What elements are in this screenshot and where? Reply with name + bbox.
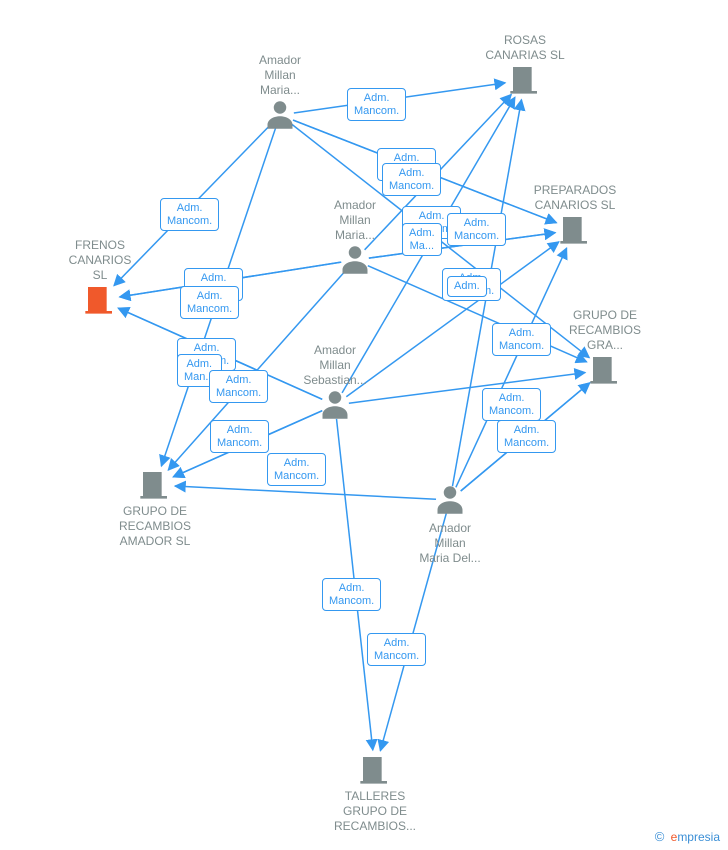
person-icon <box>400 483 500 521</box>
node-label: Amador Millan Maria... <box>305 198 405 243</box>
building-icon <box>475 63 575 99</box>
node-label: ROSAS CANARIAS SL <box>475 33 575 63</box>
company-node[interactable]: ROSAS CANARIAS SL <box>475 33 575 99</box>
person-node[interactable]: Amador Millan Sebastian... <box>285 343 385 426</box>
node-label: Amador Millan Maria Del... <box>400 521 500 566</box>
person-node[interactable]: Amador Millan Maria Del... <box>400 483 500 566</box>
company-node[interactable]: GRUPO DE RECAMBIOS GRA... <box>555 308 655 389</box>
node-label: FRENOS CANARIOS SL <box>50 238 150 283</box>
person-icon <box>285 388 385 426</box>
person-node[interactable]: Amador Millan Maria... <box>230 53 330 136</box>
network-diagram: Amador Millan Maria... Amador Millan Mari… <box>0 0 728 850</box>
person-node[interactable]: Amador Millan Maria... <box>305 198 405 281</box>
building-icon <box>555 353 655 389</box>
node-label: PREPARADOS CANARIOS SL <box>525 183 625 213</box>
node-label: GRUPO DE RECAMBIOS GRA... <box>555 308 655 353</box>
company-node[interactable]: TALLERES GRUPO DE RECAMBIOS... <box>325 753 425 834</box>
building-icon <box>50 283 150 319</box>
node-label: Amador Millan Sebastian... <box>285 343 385 388</box>
node-label: Amador Millan Maria... <box>230 53 330 98</box>
company-node[interactable]: GRUPO DE RECAMBIOS AMADOR SL <box>105 468 205 549</box>
person-icon <box>230 98 330 136</box>
node-label: TALLERES GRUPO DE RECAMBIOS... <box>325 789 425 834</box>
nodes-layer: Amador Millan Maria... Amador Millan Mari… <box>0 0 728 850</box>
person-icon <box>305 243 405 281</box>
building-icon <box>105 468 205 504</box>
company-node[interactable]: PREPARADOS CANARIOS SL <box>525 183 625 249</box>
building-icon <box>525 213 625 249</box>
node-label: GRUPO DE RECAMBIOS AMADOR SL <box>105 504 205 549</box>
company-node[interactable]: FRENOS CANARIOS SL <box>50 238 150 319</box>
building-icon <box>325 753 425 789</box>
